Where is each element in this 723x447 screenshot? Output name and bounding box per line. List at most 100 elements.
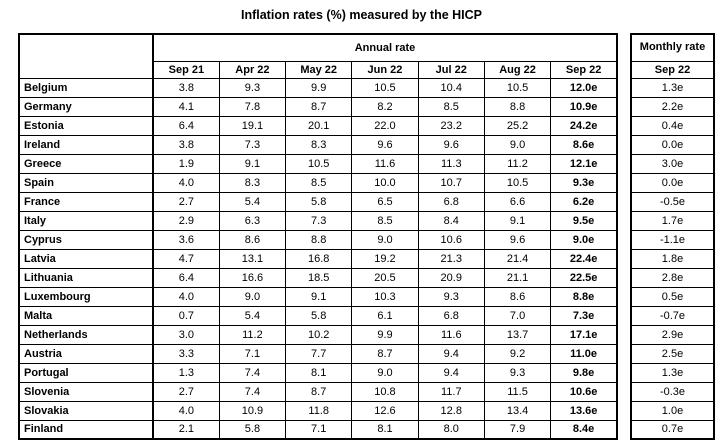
country-label: Slovakia xyxy=(18,400,154,421)
annual-rate-value: 9.9 xyxy=(285,77,353,98)
annual-table-row: Spain 4.0 8.3 8.5 10.0 10.7 10.5 9.3e xyxy=(18,172,618,193)
annual-rate-value: 18.5 xyxy=(285,267,353,288)
annual-rate-value: 9.3 xyxy=(218,77,287,98)
annual-rate-value: 13.7 xyxy=(483,324,552,345)
annual-rate-value: 5.4 xyxy=(218,305,287,326)
monthly-rate-value: 1.8e xyxy=(630,248,715,269)
annual-rate-value: 6.2e xyxy=(550,191,618,212)
monthly-rate-value: 1.3e xyxy=(630,77,715,98)
annual-rate-value: 5.4 xyxy=(218,191,287,212)
annual-rate-value: 9.3 xyxy=(483,362,552,383)
annual-rate-value: 11.5 xyxy=(483,381,552,402)
annual-rate-value: 9.1 xyxy=(218,153,287,174)
annual-rate-value: 11.6 xyxy=(351,153,419,174)
country-label: Germany xyxy=(18,96,154,117)
annual-table-row: Greece 1.9 9.1 10.5 11.6 11.3 11.2 12.1e xyxy=(18,153,618,174)
annual-rate-value: 2.7 xyxy=(152,381,220,402)
annual-rate-value: 10.3 xyxy=(351,286,419,307)
annual-rate-value: 13.4 xyxy=(483,400,552,421)
annual-rate-value: 7.3e xyxy=(550,305,618,326)
annual-rate-value: 9.0e xyxy=(550,229,618,250)
annual-rate-value: 10.2 xyxy=(285,324,353,345)
annual-rate-value: 10.5 xyxy=(483,77,552,98)
annual-rate-value: 8.6 xyxy=(218,229,287,250)
annual-rate-value: 6.4 xyxy=(152,267,220,288)
annual-rate-value: 4.1 xyxy=(152,96,220,117)
annual-table-row: Netherlands 3.0 11.2 10.2 9.9 11.6 13.7 17.1e xyxy=(18,324,618,345)
annual-rate-value: 8.7 xyxy=(351,343,419,364)
annual-table-header: Annual rate Sep 21 Apr 22 May 22 Jun 22 Jul … xyxy=(18,33,618,79)
monthly-table-row: 2.9e xyxy=(630,324,715,345)
annual-rate-value: 5.8 xyxy=(218,419,287,440)
annual-rate-value: 25.2 xyxy=(483,115,552,136)
annual-rate-value: 20.1 xyxy=(285,115,353,136)
annual-rate-value: 9.8e xyxy=(550,362,618,383)
monthly-table-row: -0.5e xyxy=(630,191,715,212)
annual-rate-value: 21.1 xyxy=(483,267,552,288)
annual-rate-value: 21.4 xyxy=(483,248,552,269)
annual-rate-value: 13.1 xyxy=(218,248,287,269)
country-label: Austria xyxy=(18,343,154,364)
annual-rate-value: 22.5e xyxy=(550,267,618,288)
annual-rate-value: 9.5e xyxy=(550,210,618,231)
annual-rate-value: 4.0 xyxy=(152,286,220,307)
monthly-rate-value: 0.5e xyxy=(630,286,715,307)
annual-rate-value: 9.6 xyxy=(417,134,485,155)
annual-rate-value: 4.7 xyxy=(152,248,220,269)
monthly-rate-value: 0.7e xyxy=(630,419,715,440)
annual-rate-value: 10.0 xyxy=(351,172,419,193)
annual-rate-value: 16.8 xyxy=(285,248,353,269)
annual-rate-value: 8.1 xyxy=(351,419,419,440)
monthly-table-row: 2.5e xyxy=(630,343,715,364)
monthly-rate-value: -0.3e xyxy=(630,381,715,402)
annual-rate-value: 22.4e xyxy=(550,248,618,269)
monthly-rate-value: 3.0e xyxy=(630,153,715,174)
annual-table-row: Luxembourg 4.0 9.0 9.1 10.3 9.3 8.6 8.8e xyxy=(18,286,618,307)
annual-rate-value: 10.6e xyxy=(550,381,618,402)
monthly-table-row: -1.1e xyxy=(630,229,715,250)
annual-rate-value: 3.0 xyxy=(152,324,220,345)
annual-rate-value: 3.8 xyxy=(152,134,220,155)
annual-table-row: Austria 3.3 7.1 7.7 8.7 9.4 9.2 11.0e xyxy=(18,343,618,364)
country-label: Greece xyxy=(18,153,154,174)
monthly-rate-value: 1.0e xyxy=(630,400,715,421)
annual-rate-value: 22.0 xyxy=(351,115,419,136)
annual-rate-value: 7.0 xyxy=(483,305,552,326)
annual-rate-value: 5.8 xyxy=(285,305,353,326)
country-label: Latvia xyxy=(18,248,154,269)
annual-rate-value: 11.3 xyxy=(417,153,485,174)
annual-rate-value: 9.3e xyxy=(550,172,618,193)
annual-rate-value: 6.8 xyxy=(417,191,485,212)
monthly-table-row: 0.7e xyxy=(630,419,715,440)
monthly-rate-value: 0.0e xyxy=(630,134,715,155)
annual-column-header: Aug 22 xyxy=(483,60,552,79)
monthly-table-row: 1.0e xyxy=(630,400,715,421)
annual-rate-value: 6.8 xyxy=(417,305,485,326)
annual-rate-value: 10.6 xyxy=(417,229,485,250)
annual-rate-value: 9.0 xyxy=(483,134,552,155)
annual-rate-value: 3.8 xyxy=(152,77,220,98)
annual-rate-value: 8.8 xyxy=(285,229,353,250)
annual-rate-value: 2.1 xyxy=(152,419,220,440)
annual-rate-value: 5.8 xyxy=(285,191,353,212)
annual-rate-value: 9.4 xyxy=(417,362,485,383)
monthly-rate-value: 2.2e xyxy=(630,96,715,117)
monthly-table-row: -0.7e xyxy=(630,305,715,326)
annual-rate-value: 20.5 xyxy=(351,267,419,288)
country-label: Luxembourg xyxy=(18,286,154,307)
annual-rate-value: 8.3 xyxy=(218,172,287,193)
annual-rate-table: Annual rate Sep 21 Apr 22 May 22 Jun 22 Jul … xyxy=(18,33,618,440)
annual-column-header: Sep 22 xyxy=(550,60,618,79)
country-label: Lithuania xyxy=(18,267,154,288)
annual-rate-value: 9.0 xyxy=(351,362,419,383)
monthly-table-row: 1.7e xyxy=(630,210,715,231)
annual-rate-value: 13.6e xyxy=(550,400,618,421)
monthly-month-header: Sep 22 xyxy=(630,60,715,79)
annual-rate-value: 7.4 xyxy=(218,362,287,383)
annual-table-row: Slovenia 2.7 7.4 8.7 10.8 11.7 11.5 10.6e xyxy=(18,381,618,402)
monthly-table-row: 1.3e xyxy=(630,77,715,98)
annual-rate-value: 19.1 xyxy=(218,115,287,136)
annual-rate-value: 8.8 xyxy=(483,96,552,117)
annual-rate-value: 10.5 xyxy=(285,153,353,174)
annual-column-header: Sep 21 xyxy=(152,60,220,79)
